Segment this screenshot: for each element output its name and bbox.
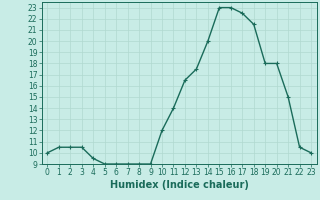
X-axis label: Humidex (Indice chaleur): Humidex (Indice chaleur)	[110, 180, 249, 190]
